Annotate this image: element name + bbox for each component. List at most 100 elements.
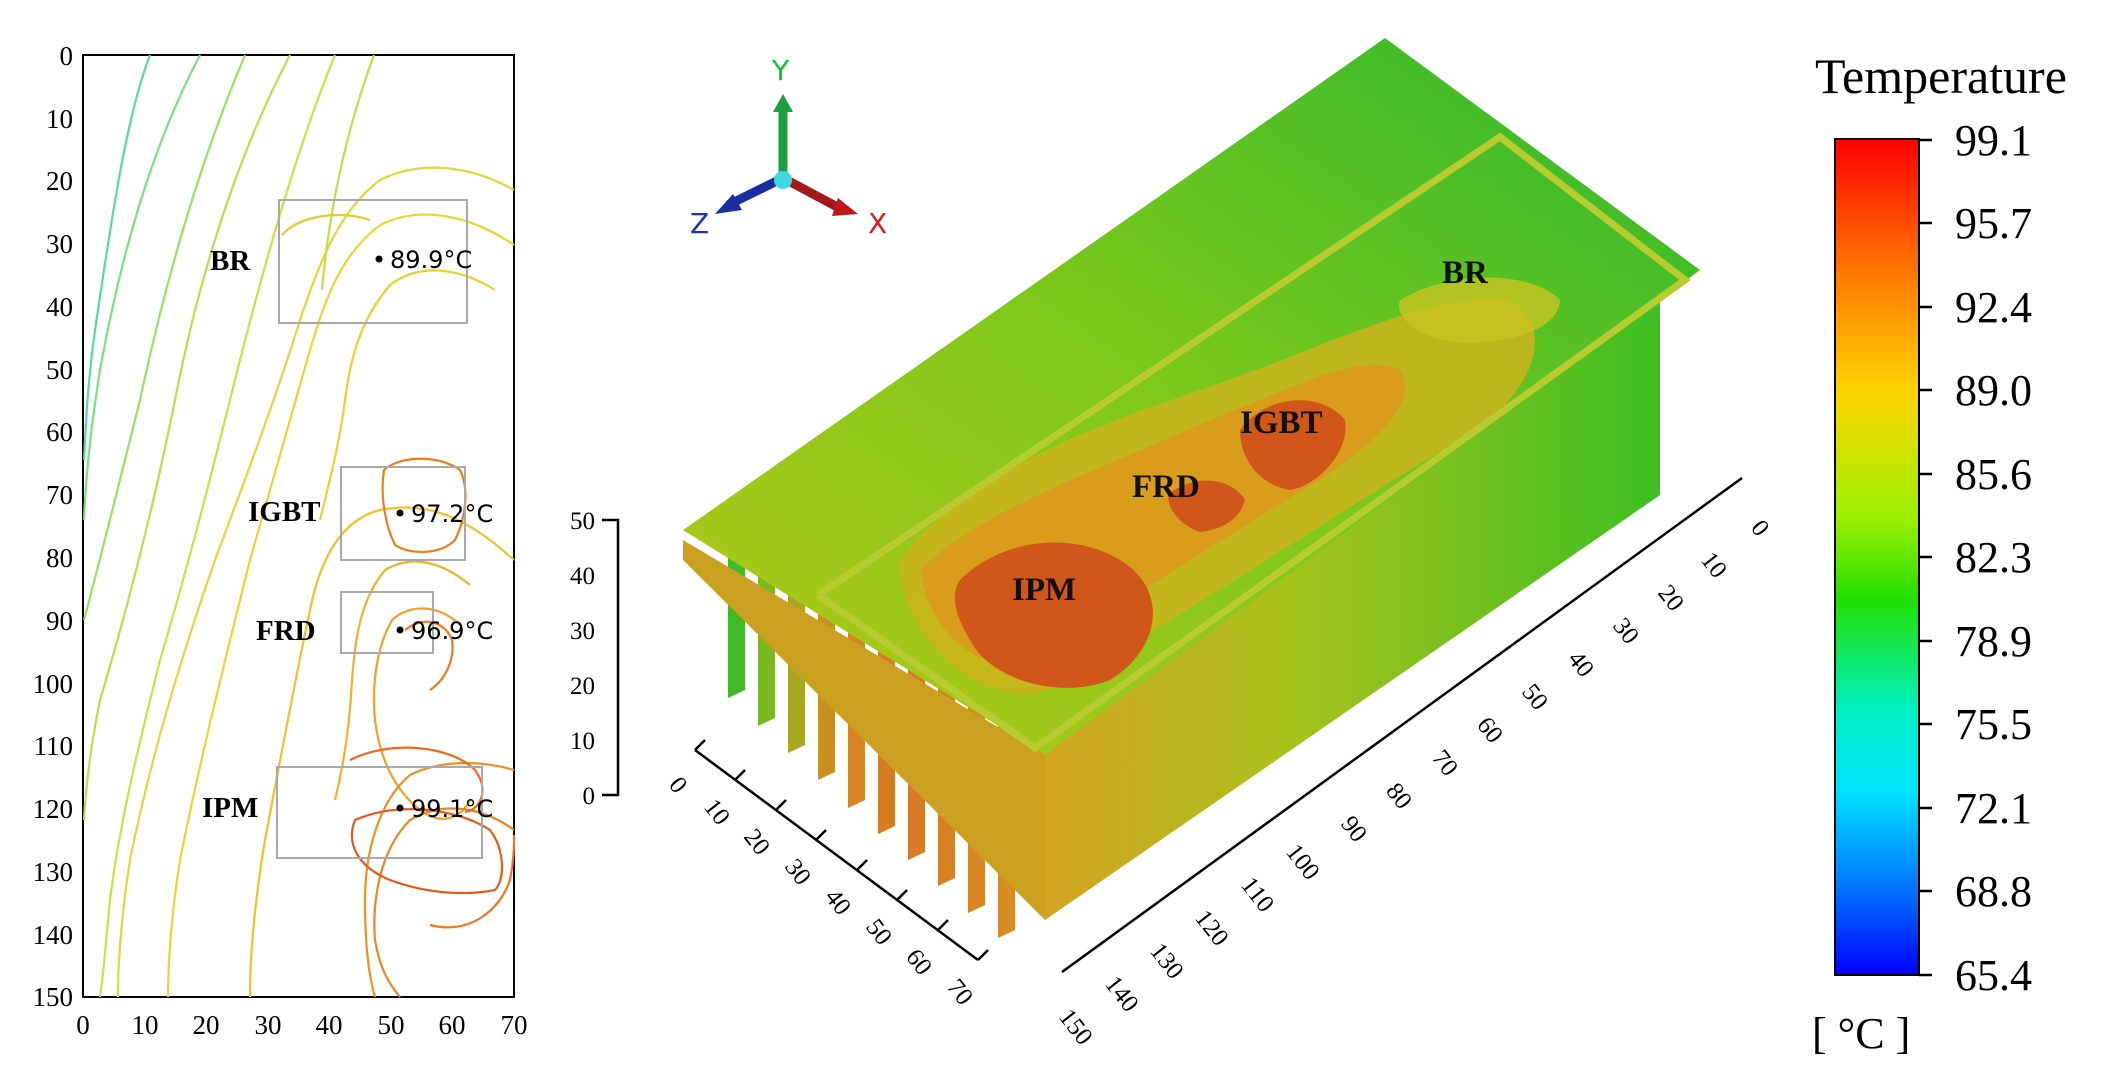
width-tick-label: 60 xyxy=(900,944,937,980)
colorbar-tick-label: 92.4 xyxy=(1955,283,2032,332)
height-tick-label: 0 xyxy=(583,783,596,810)
x-tick-label: 60 xyxy=(439,1010,466,1040)
colorbar-tick-label: 65.4 xyxy=(1955,951,2032,1000)
width-tick-label: 40 xyxy=(819,884,856,920)
width-tick-label: 10 xyxy=(698,794,735,830)
component-boxes xyxy=(276,199,483,859)
y-tick-label: 80 xyxy=(46,543,73,573)
ipm-temp: 99.1°C xyxy=(411,795,493,823)
colorbar-tick-label: 89.0 xyxy=(1955,366,2032,415)
triad-origin-icon xyxy=(774,171,792,189)
colorbar-tick-label: 72.1 xyxy=(1955,784,2032,833)
height-tick-label: 20 xyxy=(570,673,595,700)
frd-box xyxy=(340,591,434,654)
x-tick-labels: 0 10 20 30 40 50 60 70 xyxy=(76,1010,527,1040)
width-tick-label: 50 xyxy=(860,914,897,950)
length-tick-label: 50 xyxy=(1516,679,1553,715)
x-tick-label: 0 xyxy=(76,1010,90,1040)
model-front-face xyxy=(683,540,1045,920)
x-tick-label: 70 xyxy=(501,1010,528,1040)
y-tick-label: 30 xyxy=(46,229,73,259)
width-tick-label: 0 xyxy=(663,772,692,798)
length-tick-label: 130 xyxy=(1144,938,1188,984)
model-labels: BR IGBT FRD IPM xyxy=(1012,255,1489,608)
br-box xyxy=(278,199,468,324)
length-tick-label: 40 xyxy=(1562,646,1599,682)
ipm-3d-label: IPM xyxy=(1012,572,1076,608)
colorbar-gradient xyxy=(1834,138,1920,976)
colorbar-tick-label: 95.7 xyxy=(1955,199,2032,248)
igbt-box xyxy=(340,466,466,561)
length-tick-label: 90 xyxy=(1335,811,1372,847)
frd-hotspot-dot xyxy=(396,626,404,634)
y-tick-label: 130 xyxy=(33,857,74,887)
igbt-label: IGBT xyxy=(248,496,321,528)
height-tick-label: 30 xyxy=(570,618,595,645)
length-tick-label: 30 xyxy=(1607,613,1644,649)
length-tick-label: 60 xyxy=(1471,712,1508,748)
length-tick-label: 110 xyxy=(1235,872,1279,917)
y-tick-labels: 0 10 20 30 40 50 60 70 80 90 100 110 120… xyxy=(33,41,74,1012)
component-labels: BR 89.9°C IGBT 97.2°C FRD 96.9°C IPM 99.… xyxy=(202,245,493,824)
br-hotspot-dot xyxy=(375,255,383,263)
colorbar-tick-label: 85.6 xyxy=(1955,450,2032,499)
colorbar-unit: [ °C ] xyxy=(1812,1009,1910,1058)
height-axis: 50 40 30 20 10 0 xyxy=(570,508,620,810)
br-3d-label: BR xyxy=(1442,255,1489,291)
x-tick-label: 20 xyxy=(193,1010,220,1040)
length-tick-label: 70 xyxy=(1426,745,1463,781)
length-tick-label: 120 xyxy=(1189,905,1233,951)
ipm-hotspot-dot xyxy=(396,804,404,812)
length-tick-label: 0 xyxy=(1745,515,1774,541)
top-rail xyxy=(815,132,1691,753)
x-tick-label: 30 xyxy=(255,1010,282,1040)
y-tick-label: 10 xyxy=(46,104,73,134)
width-tick-label: 70 xyxy=(941,974,978,1010)
br-label: BR xyxy=(210,245,251,277)
y-axis-arrow-icon xyxy=(773,94,793,112)
y-tick-label: 140 xyxy=(33,920,74,950)
colorbar-title: Temperature xyxy=(1815,48,2067,104)
colorbar-tick-label: 68.8 xyxy=(1955,867,2032,916)
ipm-box xyxy=(276,766,483,859)
x-axis-label: X xyxy=(868,207,887,240)
frd-label: FRD xyxy=(256,615,316,647)
x-tick-label: 40 xyxy=(316,1010,343,1040)
height-tick-label: 50 xyxy=(570,508,595,535)
width-tick-label: 30 xyxy=(779,854,816,890)
y-tick-label: 120 xyxy=(33,794,74,824)
axis-triad: Y X Z xyxy=(690,54,887,240)
igbt-3d-label: IGBT xyxy=(1240,405,1323,441)
x-tick-label: 50 xyxy=(378,1010,405,1040)
y-tick-label: 110 xyxy=(34,731,74,761)
contour-plot: 0 10 20 30 40 50 60 70 80 90 100 110 120… xyxy=(33,41,528,1040)
z-axis-arrow-icon xyxy=(715,194,742,214)
colorbar: Temperature 99.1 95.7 92.4 89.0 85.6 82.… xyxy=(1812,48,2067,1058)
y-tick-label: 40 xyxy=(46,292,73,322)
y-tick-label: 0 xyxy=(60,41,74,71)
colorbar-tick-label: 75.5 xyxy=(1955,700,2032,749)
igbt-temp: 97.2°C xyxy=(411,500,493,528)
colorbar-tick-label: 99.1 xyxy=(1955,116,2032,165)
model-right-face xyxy=(1045,290,1660,920)
length-tick-label: 20 xyxy=(1652,580,1689,616)
length-tick-label: 80 xyxy=(1380,778,1417,814)
length-tick-label: 100 xyxy=(1280,839,1324,885)
ipm-label: IPM xyxy=(202,792,258,824)
height-tick-label: 10 xyxy=(570,728,595,755)
height-tick-label: 40 xyxy=(570,563,595,590)
width-tick-label: 20 xyxy=(738,824,775,860)
thermal-zones xyxy=(900,277,1560,694)
colorbar-tick-label: 78.9 xyxy=(1955,617,2032,666)
br-temp: 89.9°C xyxy=(390,246,472,274)
model-3d: Y X Z xyxy=(570,38,1774,1050)
contour-plot-frame xyxy=(82,54,515,998)
y-tick-label: 100 xyxy=(33,669,74,699)
frd-3d-label: FRD xyxy=(1132,469,1200,505)
frd-temp: 96.9°C xyxy=(411,617,493,645)
y-tick-label: 20 xyxy=(46,166,73,196)
y-tick-label: 90 xyxy=(46,606,73,636)
y-axis-label: Y xyxy=(771,54,790,87)
length-tick-label: 10 xyxy=(1695,547,1732,583)
